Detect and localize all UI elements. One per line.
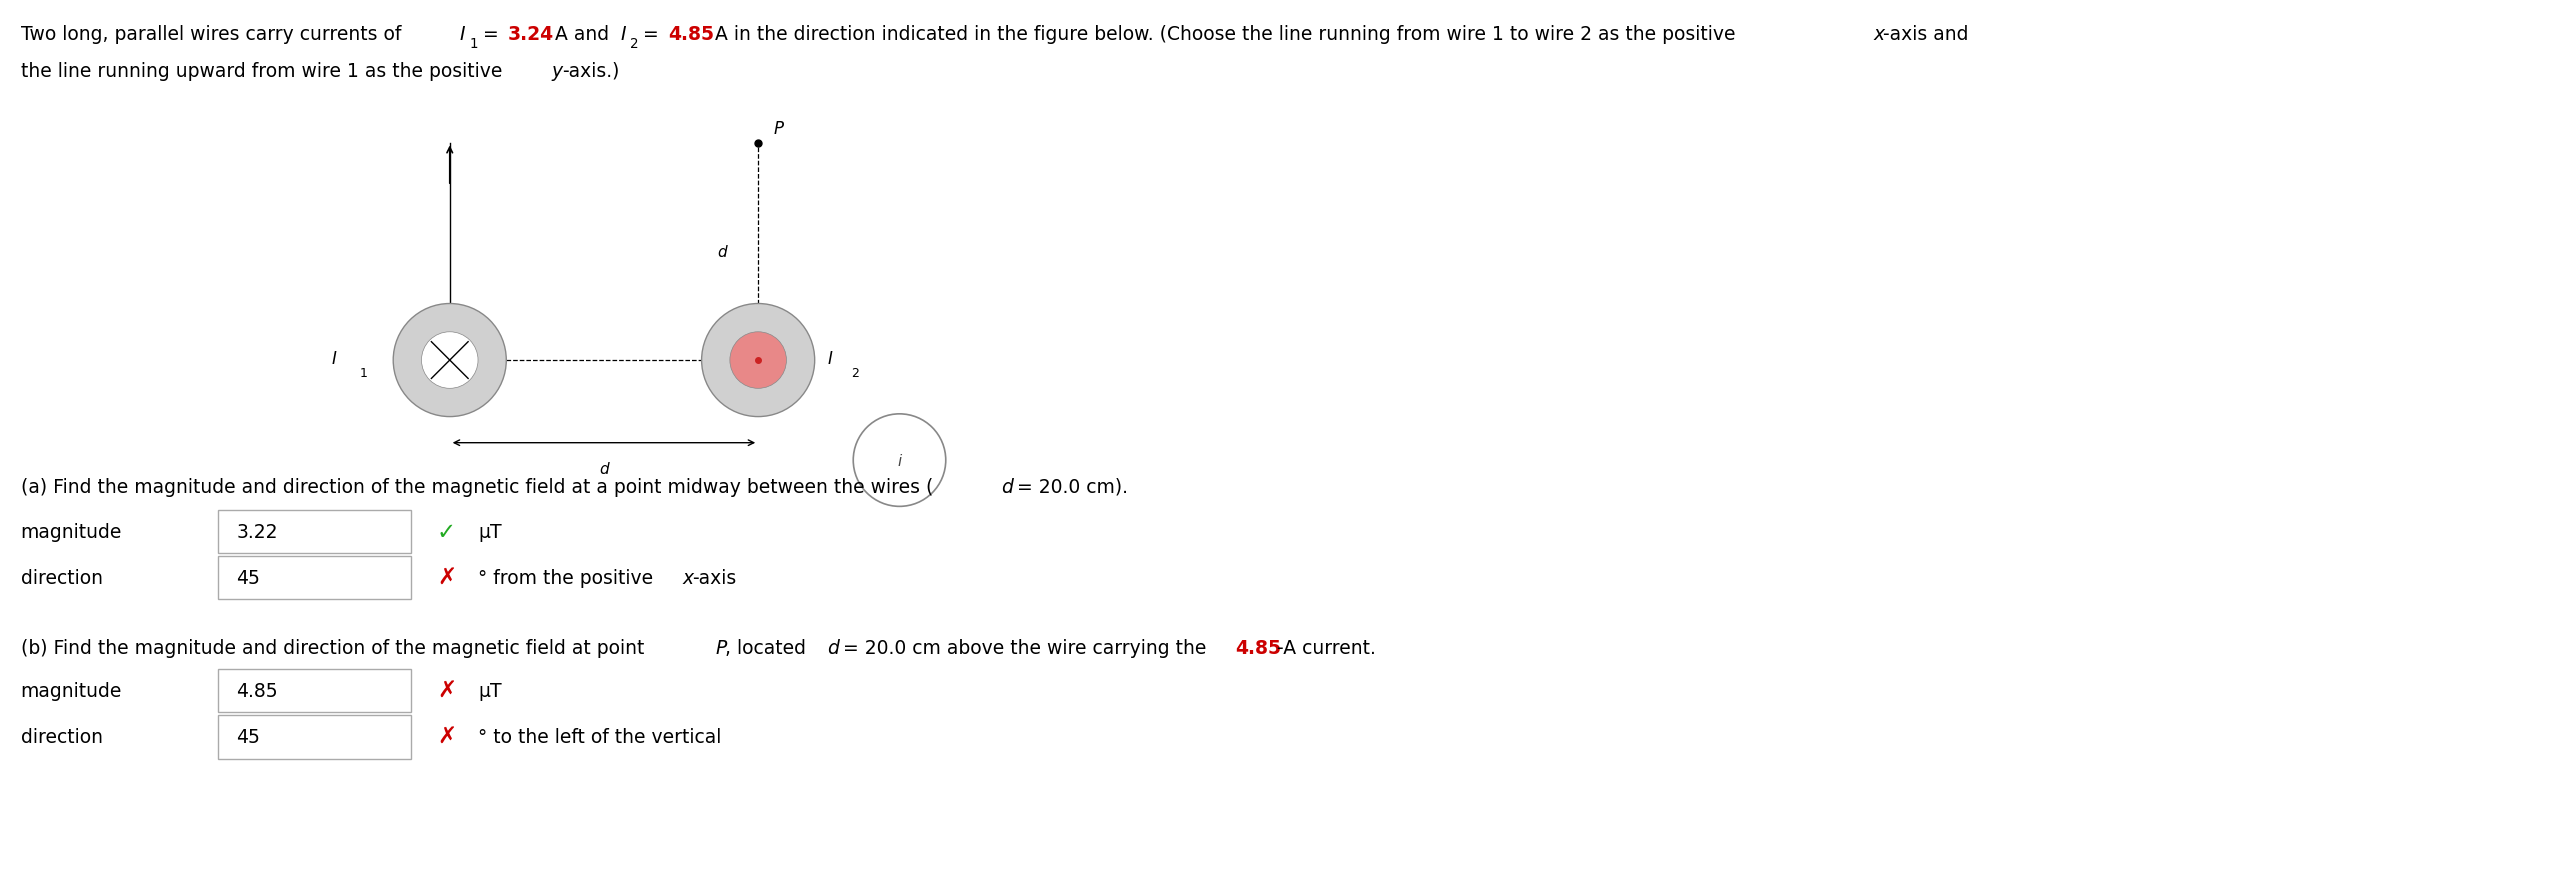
Text: -axis and: -axis and — [1884, 25, 1969, 44]
Text: y: y — [553, 62, 563, 81]
Text: i: i — [897, 453, 902, 468]
Text: d: d — [599, 461, 609, 477]
Text: I: I — [828, 350, 833, 368]
Text: d: d — [717, 244, 727, 260]
Ellipse shape — [702, 304, 815, 417]
Text: I: I — [460, 25, 465, 44]
Text: I: I — [619, 25, 625, 44]
Text: A in the direction indicated in the figure below. (Choose the line running from : A in the direction indicated in the figu… — [709, 25, 1742, 44]
Text: , located: , located — [725, 638, 812, 657]
Text: 3.24: 3.24 — [509, 25, 555, 44]
Text: A and: A and — [547, 25, 614, 44]
Text: P: P — [714, 638, 727, 657]
FancyBboxPatch shape — [218, 556, 411, 600]
Text: ✗: ✗ — [437, 680, 455, 702]
Text: -A current.: -A current. — [1277, 638, 1375, 657]
Text: x: x — [684, 568, 694, 587]
Text: ° from the positive: ° from the positive — [478, 568, 658, 587]
Text: -axis.): -axis.) — [563, 62, 619, 81]
Text: = 20.0 cm above the wire carrying the: = 20.0 cm above the wire carrying the — [838, 638, 1213, 657]
Text: 45: 45 — [236, 568, 260, 587]
Text: ° to the left of the vertical: ° to the left of the vertical — [478, 727, 722, 746]
FancyBboxPatch shape — [218, 715, 411, 759]
Text: d: d — [828, 638, 840, 657]
Text: 4.85: 4.85 — [1236, 638, 1282, 657]
Text: 2: 2 — [851, 367, 858, 379]
Text: direction: direction — [21, 727, 103, 746]
Text: 3.22: 3.22 — [236, 522, 278, 541]
Ellipse shape — [393, 304, 506, 417]
Text: direction: direction — [21, 568, 103, 587]
Ellipse shape — [853, 415, 946, 507]
Text: the line running upward from wire 1 as the positive: the line running upward from wire 1 as t… — [21, 62, 509, 81]
Text: 4.85: 4.85 — [236, 681, 278, 700]
Text: 2: 2 — [630, 36, 637, 50]
Text: d: d — [1002, 477, 1013, 496]
Text: ✗: ✗ — [437, 726, 455, 748]
Text: (a) Find the magnitude and direction of the magnetic field at a point midway bet: (a) Find the magnitude and direction of … — [21, 477, 933, 496]
Text: Two long, parallel wires carry currents of: Two long, parallel wires carry currents … — [21, 25, 406, 44]
Text: μT: μT — [478, 522, 501, 541]
Text: x: x — [1874, 25, 1884, 44]
Text: = 20.0 cm).: = 20.0 cm). — [1013, 477, 1128, 496]
Text: μT: μT — [478, 681, 501, 700]
Text: 45: 45 — [236, 727, 260, 746]
FancyBboxPatch shape — [218, 669, 411, 713]
Text: 1: 1 — [360, 367, 368, 379]
Text: magnitude: magnitude — [21, 681, 121, 700]
Text: -axis: -axis — [691, 568, 738, 587]
Text: 4.85: 4.85 — [668, 25, 714, 44]
Text: I: I — [332, 350, 337, 368]
Text: ✓: ✓ — [437, 521, 455, 543]
Ellipse shape — [421, 333, 478, 388]
Text: ✗: ✗ — [437, 567, 455, 589]
Text: =: = — [478, 25, 504, 44]
FancyBboxPatch shape — [218, 510, 411, 554]
Text: =: = — [637, 25, 666, 44]
Text: 1: 1 — [470, 36, 478, 50]
Text: (b) Find the magnitude and direction of the magnetic field at point: (b) Find the magnitude and direction of … — [21, 638, 650, 657]
Ellipse shape — [730, 333, 786, 388]
Text: magnitude: magnitude — [21, 522, 121, 541]
Text: P: P — [774, 120, 784, 138]
